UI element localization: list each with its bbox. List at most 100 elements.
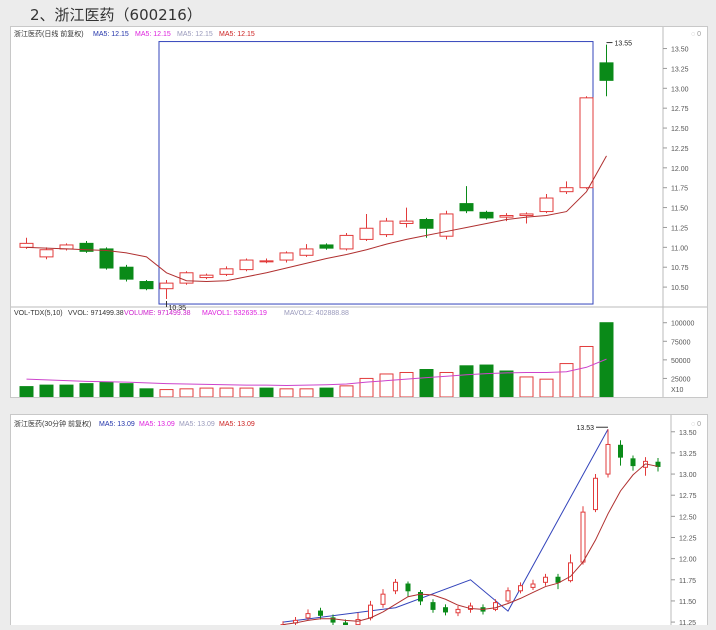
volume-bar <box>120 384 133 397</box>
volume-bar <box>320 388 333 397</box>
y-tick-label: 11.25 <box>679 620 696 625</box>
candle <box>260 261 273 262</box>
page-heading: 2、浙江医药（600216） <box>30 4 202 25</box>
candle <box>300 249 313 255</box>
volume-bar <box>240 388 253 397</box>
y-tick-label: 12.50 <box>671 126 689 133</box>
candle <box>580 98 593 188</box>
candle <box>400 221 413 223</box>
candle <box>160 283 173 289</box>
candle <box>120 267 133 279</box>
y-tick-label: 11.50 <box>671 206 688 213</box>
candle <box>369 605 373 618</box>
y-tick-label: 13.00 <box>679 472 697 479</box>
volume-bar <box>260 388 273 397</box>
volume-bar <box>420 370 433 397</box>
annotation-label: 13.53 <box>576 425 594 432</box>
volume-bar <box>40 385 53 397</box>
volume-legend-label: MAVOL2: 402888.88 <box>284 310 349 317</box>
candle <box>340 235 353 249</box>
volume-bar <box>60 385 73 397</box>
y-tick-label: 12.75 <box>671 106 689 113</box>
y-tick-label: 12.50 <box>679 514 697 521</box>
y-tick-label: 13.00 <box>671 86 689 93</box>
candle <box>531 584 535 587</box>
y-tick-label: 11.75 <box>671 186 688 193</box>
volume-legend-label: MAVOL1: 532635.19 <box>202 310 267 317</box>
volume-bar <box>580 346 593 397</box>
corner-icons: ◌ 0 <box>691 31 701 38</box>
candle <box>381 594 385 604</box>
candle <box>140 282 153 289</box>
volume-bar <box>80 384 93 397</box>
candle <box>540 198 553 212</box>
candle <box>560 188 573 192</box>
candle <box>431 603 435 610</box>
candle <box>606 444 610 474</box>
legend-label: MA5: 12.15 <box>135 31 171 38</box>
volume-bar <box>500 371 513 397</box>
volume-bar <box>220 388 233 397</box>
candle <box>444 608 448 612</box>
volume-tick-label: 100000 <box>671 321 694 328</box>
legend-label: MA5: 13.09 <box>99 421 135 428</box>
volume-bar <box>100 382 113 397</box>
volume-bar <box>280 389 293 397</box>
annotation-label: 13.55 <box>615 41 633 48</box>
candle <box>480 212 493 218</box>
selection-rect <box>159 42 593 304</box>
candle <box>506 591 510 601</box>
candle <box>556 577 560 582</box>
volume-bar <box>360 378 373 397</box>
candle <box>460 204 473 211</box>
volume-tick-label: 75000 <box>671 339 691 346</box>
y-tick-label: 13.50 <box>679 430 697 437</box>
volume-title: VOL-TDX(5,10) <box>14 310 63 317</box>
candle <box>360 228 373 239</box>
volume-bar <box>200 388 213 397</box>
candle <box>306 614 310 618</box>
candle <box>520 214 533 216</box>
candle <box>456 609 460 612</box>
candle <box>406 584 410 591</box>
volume-unit-label: X10 <box>671 387 684 394</box>
candle <box>619 445 623 457</box>
candle <box>569 563 573 581</box>
volume-bar <box>600 323 613 397</box>
candle <box>581 512 585 562</box>
candle <box>100 249 113 268</box>
y-tick-label: 12.25 <box>671 146 689 153</box>
candle <box>200 275 213 277</box>
volume-legend-label: VOLUME: 971499.38 <box>124 310 191 317</box>
volume-bar <box>400 372 413 397</box>
chart-title: 浙江医药(30分钟 前复权) <box>14 419 91 428</box>
candle <box>240 260 253 270</box>
volume-bar <box>480 365 493 397</box>
candle <box>440 214 453 236</box>
candle <box>631 459 635 466</box>
candle <box>40 250 53 257</box>
volume-legend-label: VVOL: 971499.38 <box>68 310 124 317</box>
volume-tick-label: 50000 <box>671 358 691 365</box>
candle <box>594 478 598 509</box>
candle <box>180 273 193 283</box>
y-tick-label: 11.75 <box>679 578 696 585</box>
volume-bar <box>380 374 393 397</box>
candle <box>319 611 323 615</box>
legend-label: MA5: 12.15 <box>177 31 213 38</box>
candle <box>380 221 393 235</box>
legend-label: MA5: 13.09 <box>219 421 255 428</box>
y-tick-label: 12.75 <box>679 493 697 500</box>
candle <box>394 582 398 590</box>
volume-bar <box>160 390 173 397</box>
y-tick-label: 11.00 <box>671 245 688 252</box>
volume-bar <box>140 389 153 397</box>
candle <box>519 586 523 591</box>
y-tick-label: 12.25 <box>679 535 697 542</box>
chart-title: 浙江医药(日线 前复权) <box>14 29 84 38</box>
y-tick-label: 11.50 <box>679 599 696 606</box>
